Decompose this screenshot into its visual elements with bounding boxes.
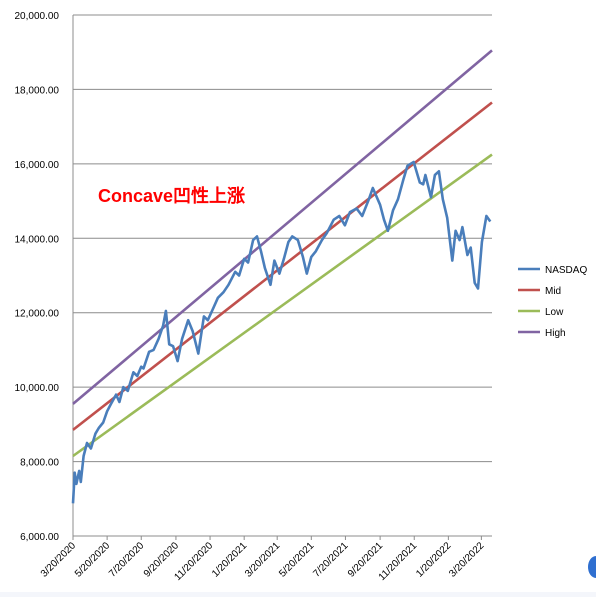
legend-label: Low: [545, 307, 564, 318]
chart-annotation: Concave凹性上涨: [98, 185, 245, 206]
legend-item-low: Low: [518, 307, 564, 318]
series-line-nasdaq: [71, 160, 492, 504]
legend-label: Mid: [545, 286, 561, 297]
legend-item-mid: Mid: [518, 286, 561, 297]
y-tick-label: 6,000.00: [20, 532, 59, 543]
y-tick-label: 10,000.00: [15, 383, 60, 394]
y-tick-label: 20,000.00: [15, 11, 60, 22]
gridlines: [73, 14, 492, 463]
series-line-low: [72, 153, 493, 458]
legend-label: NASDAQ: [545, 265, 587, 276]
legend-item-high: High: [518, 328, 566, 339]
y-tick-label: 12,000.00: [15, 309, 60, 320]
y-tick-label: 14,000.00: [15, 234, 60, 245]
series-line-high: [72, 49, 493, 405]
legend-item-nasdaq: NASDAQ: [518, 265, 587, 276]
y-tick-label: 18,000.00: [15, 85, 60, 96]
series: [71, 49, 493, 504]
legend-label: High: [545, 328, 566, 339]
corner-widget: [588, 556, 596, 578]
legend: NASDAQ Mid Low High: [518, 265, 587, 339]
y-tick-label: 16,000.00: [15, 160, 60, 171]
y-tick-label: 8,000.00: [20, 458, 59, 469]
